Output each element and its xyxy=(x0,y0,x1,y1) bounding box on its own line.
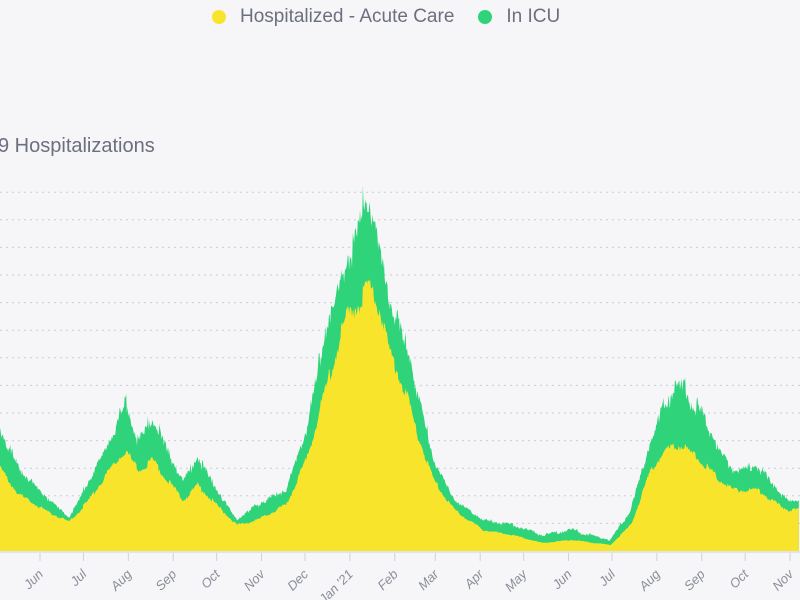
x-tick-label: Aug xyxy=(107,566,135,594)
legend-dot-yellow-icon xyxy=(212,10,226,24)
legend-label: In ICU xyxy=(506,6,561,27)
x-tick-label: Jul xyxy=(595,566,619,590)
x-tick-label: Sep xyxy=(681,567,708,594)
legend-item-icu[interactable]: In ICU xyxy=(478,6,560,28)
legend-item-acute-care[interactable]: Hospitalized - Acute Care xyxy=(212,6,454,28)
legend: Hospitalized - Acute Care In ICU xyxy=(212,6,584,28)
x-tick-label: Oct xyxy=(726,566,752,592)
x-axis: Jun Jul Aug Sep Oct Nov Dec Jan '21 Feb Mar Apr May… xyxy=(0,551,800,600)
x-tick-label: Apr xyxy=(461,566,487,592)
x-tick-label: Nov xyxy=(241,565,269,593)
x-tick-label: Jan '21 xyxy=(315,567,356,600)
x-tick-label: May xyxy=(502,565,531,594)
x-tick-label: Feb xyxy=(374,567,400,593)
x-tick-label: Mar xyxy=(415,566,442,593)
legend-label: Hospitalized - Acute Care xyxy=(240,6,455,27)
series-area-in-icu xyxy=(0,185,799,551)
x-tick-label: Jun xyxy=(20,567,46,593)
x-tick-label: Sep xyxy=(152,567,179,594)
x-tick-label: Aug xyxy=(635,566,663,594)
x-tick-label: Jul xyxy=(66,566,90,590)
legend-dot-green-icon xyxy=(478,10,493,24)
x-tick-label: Dec xyxy=(284,566,311,593)
series-areas xyxy=(0,185,799,551)
x-tick-label: Jun xyxy=(549,567,575,593)
chart-title: 9 Hospitalizations xyxy=(0,135,155,157)
x-tick-label: Nov xyxy=(769,565,797,593)
series-area-acute-care xyxy=(0,279,799,551)
x-tick-label: Oct xyxy=(198,566,224,592)
